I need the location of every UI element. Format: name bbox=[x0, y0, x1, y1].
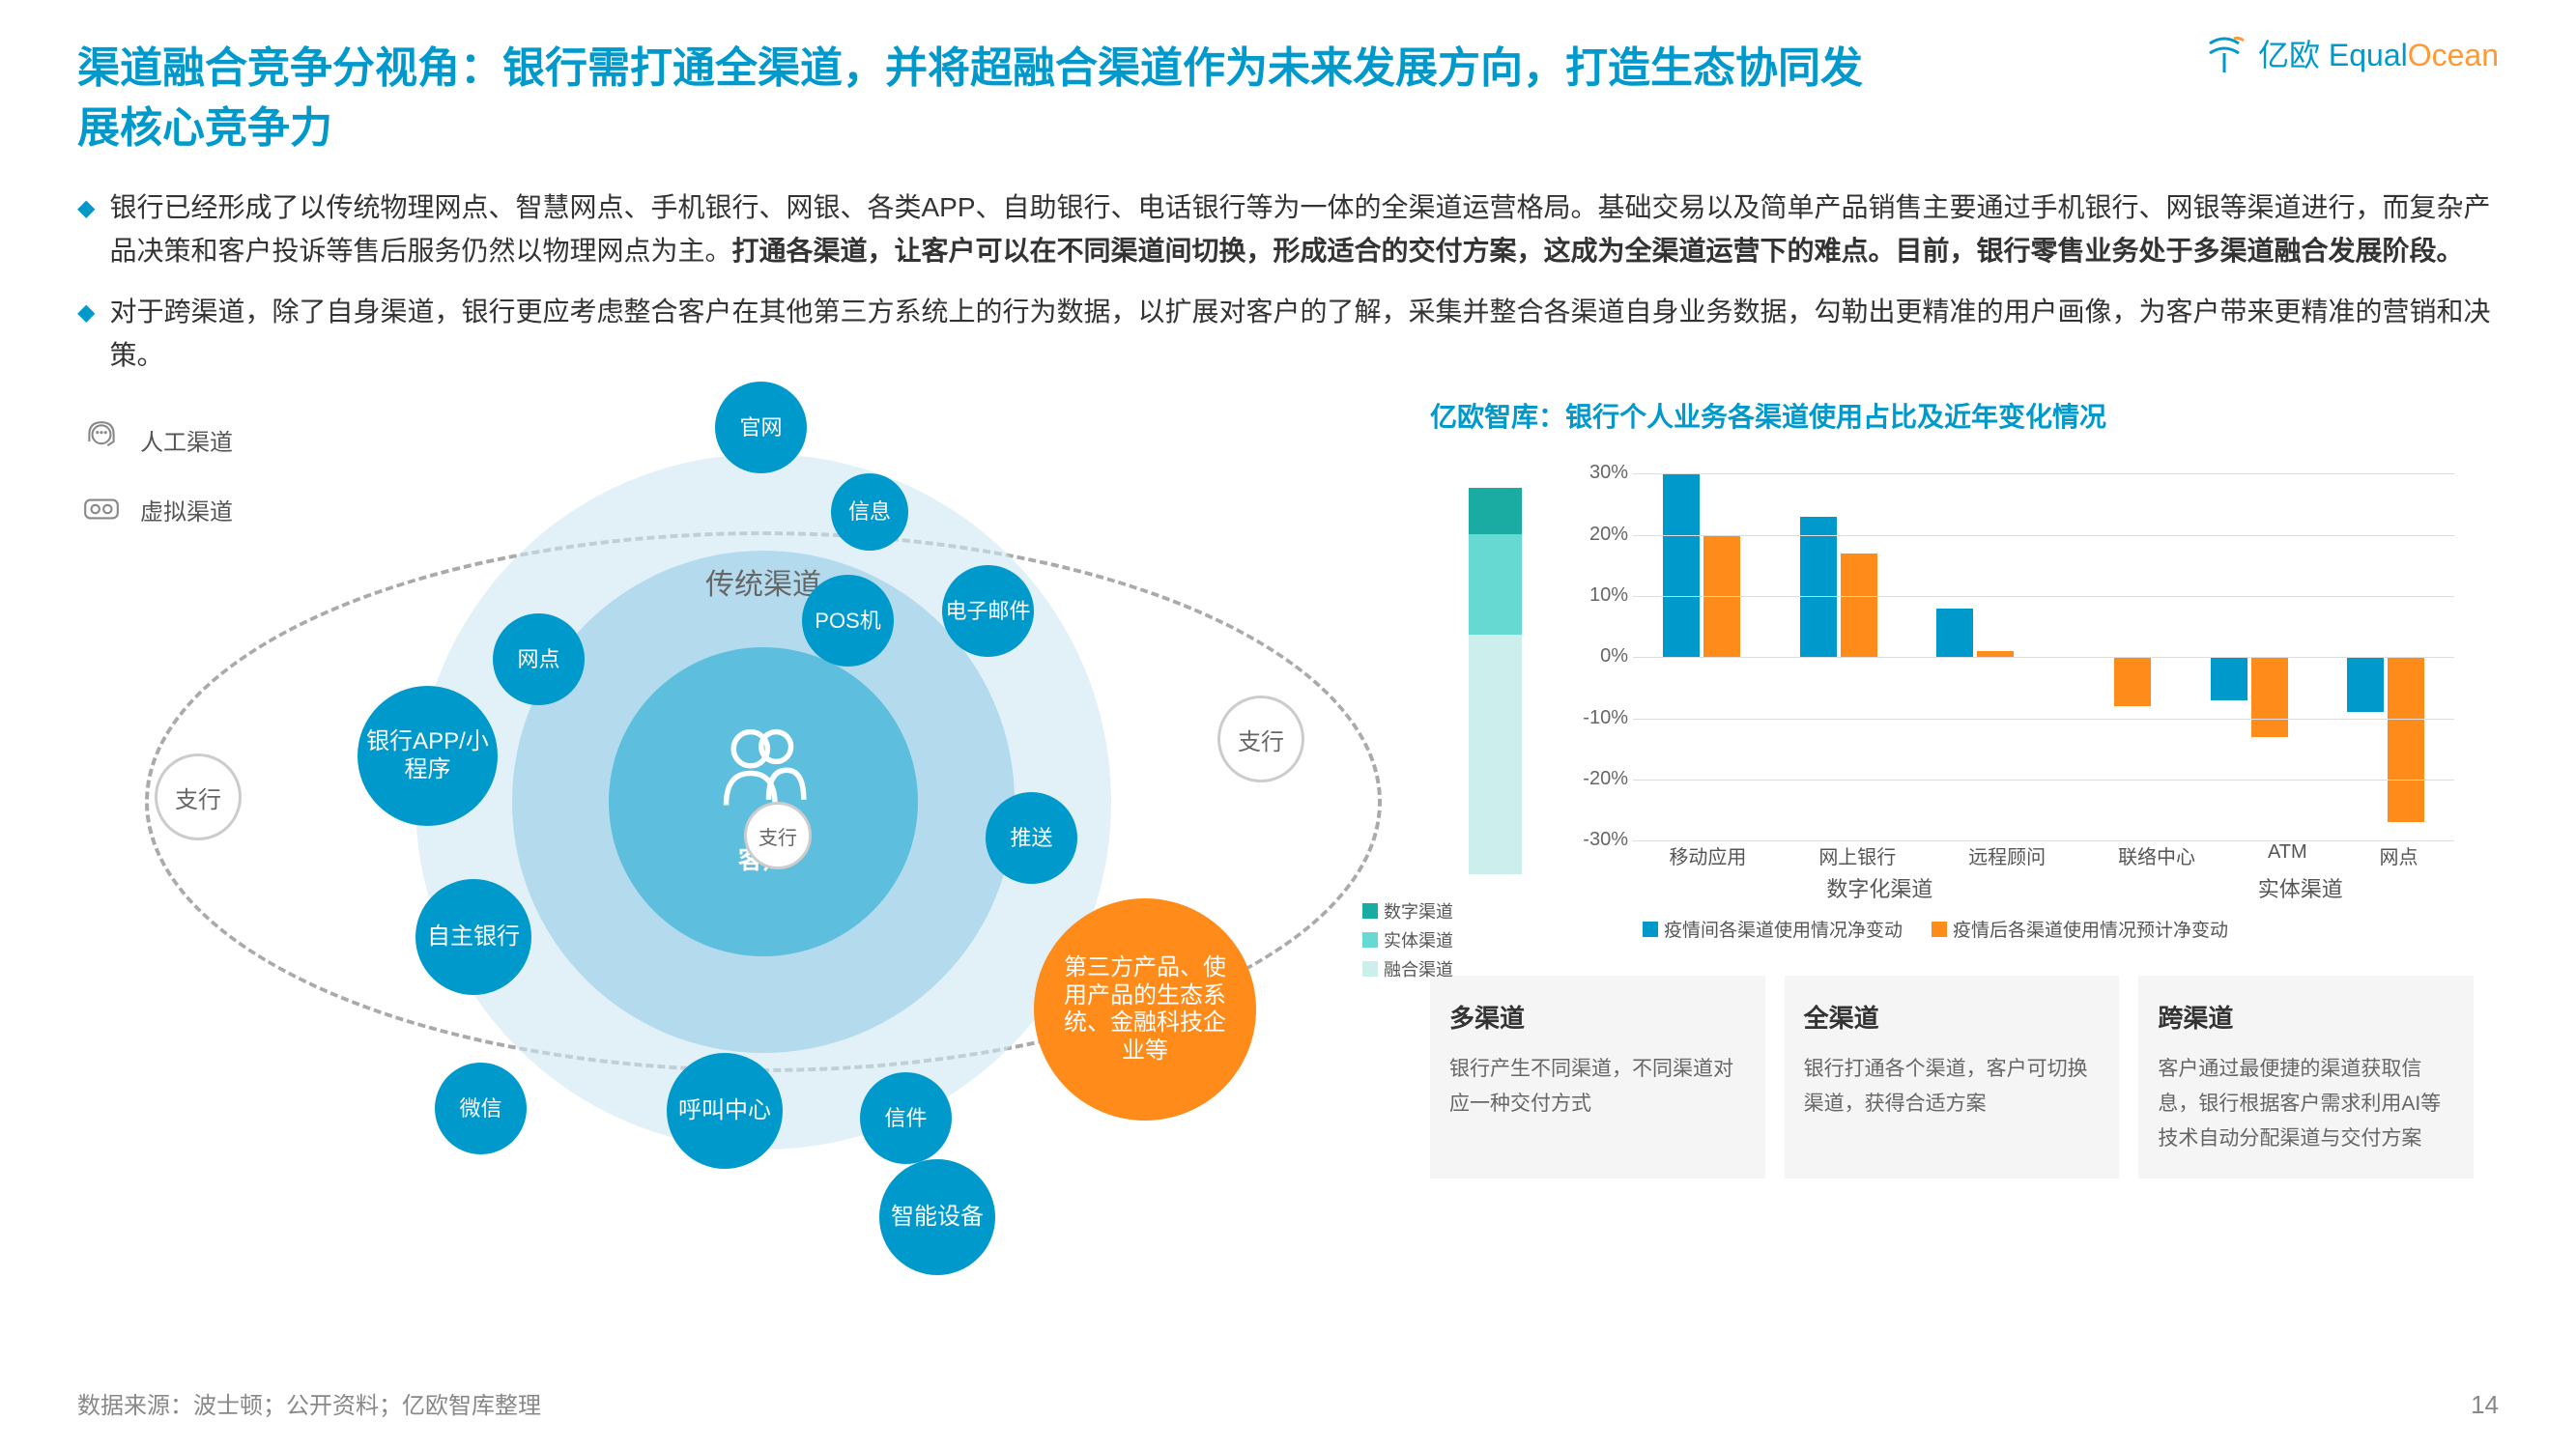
bar bbox=[1936, 609, 1973, 658]
diagram-legend: 人工渠道 虚拟渠道 bbox=[77, 415, 233, 554]
stack-legend: 数字渠道实体渠道融合渠道 bbox=[1362, 898, 1556, 985]
stack-legend-item: 实体渠道 bbox=[1362, 927, 1556, 952]
bar bbox=[2347, 657, 2384, 712]
card-header: 多渠道 bbox=[1449, 999, 1746, 1035]
bullet-item: ◆银行已经形成了以传统物理网点、智慧网点、手机银行、网银、各类APP、自助银行、… bbox=[77, 186, 2499, 273]
y-tick: -10% bbox=[1575, 707, 1628, 729]
x-label: 网点 bbox=[2380, 841, 2419, 869]
bar bbox=[1800, 517, 1837, 658]
channel-card: 跨渠道客户通过最便捷的渠道获取信息，银行根据客户需求利用AI等技术自动分配渠道与… bbox=[2138, 976, 2474, 1179]
bullet-list: ◆银行已经形成了以传统物理网点、智慧网点、手机银行、网银、各类APP、自助银行、… bbox=[77, 186, 2499, 377]
stack-legend-item: 数字渠道 bbox=[1362, 898, 1556, 923]
main-content: 人工渠道 虚拟渠道 传统渠道 客户 官网信息POS机电子邮件网点银行APP/小程… bbox=[77, 396, 2499, 1314]
branch-node: 支行 bbox=[1217, 696, 1304, 782]
bar bbox=[2251, 657, 2288, 736]
y-tick: -20% bbox=[1575, 768, 1628, 790]
bar bbox=[1663, 473, 1700, 657]
headset-icon bbox=[77, 415, 126, 464]
x-label: 网上银行 bbox=[1818, 841, 1896, 869]
card-header: 全渠道 bbox=[1804, 999, 2101, 1035]
group-label-digital: 数字化渠道 bbox=[1826, 872, 1932, 903]
branch-node: 支行 bbox=[155, 753, 242, 840]
bar bbox=[2211, 657, 2247, 699]
chart-panel: 亿欧智库：银行个人业务各渠道使用占比及近年变化情况 数字渠道实体渠道融合渠道 3… bbox=[1430, 396, 2474, 1314]
channel-bubble: 银行APP/小程序 bbox=[358, 686, 498, 826]
channel-bubble: 微信 bbox=[435, 1063, 527, 1154]
channel-bubble: 网点 bbox=[493, 613, 585, 705]
ring-diagram: 传统渠道 客户 官网信息POS机电子邮件网点银行APP/小程序自主银行推送微信呼… bbox=[232, 367, 1295, 1236]
card-body: 客户通过最便捷的渠道获取信息，银行根据客户需求利用AI等技术自动分配渠道与交付方… bbox=[2158, 1052, 2454, 1155]
vr-icon bbox=[77, 485, 126, 533]
chart-legend: 疫情间各渠道使用情况净变动 疫情后各渠道使用情况预计净变动 bbox=[1643, 916, 2228, 942]
page-number: 14 bbox=[2471, 1390, 2499, 1420]
stack-segment bbox=[1469, 534, 1522, 635]
page-title: 渠道融合竞争分视角：银行需打通全渠道，并将超融合渠道作为未来发展方向，打造生态协… bbox=[77, 39, 1865, 157]
channel-bubble: 自主银行 bbox=[415, 879, 531, 995]
slide: 亿欧 EqualOcean 渠道融合竞争分视角：银行需打通全渠道，并将超融合渠道… bbox=[0, 0, 2576, 1449]
y-tick: 30% bbox=[1575, 462, 1628, 484]
bar bbox=[1841, 554, 1877, 658]
channel-card: 多渠道银行产生不同渠道，不同渠道对应一种交付方式 bbox=[1430, 976, 1765, 1179]
branch-node: 支行 bbox=[744, 802, 812, 869]
channel-bubble: 呼叫中心 bbox=[667, 1053, 783, 1169]
diagram-panel: 人工渠道 虚拟渠道 传统渠道 客户 官网信息POS机电子邮件网点银行APP/小程… bbox=[77, 396, 1391, 1314]
footer-source: 数据来源：波士顿；公开资料；亿欧智库整理 bbox=[77, 1386, 541, 1420]
card-body: 银行打通各个渠道，客户可切换渠道，获得合适方案 bbox=[1804, 1052, 2101, 1121]
logo-text: 亿欧 EqualOcean bbox=[2258, 31, 2499, 75]
y-tick: -30% bbox=[1575, 829, 1628, 851]
chart-title: 亿欧智库：银行个人业务各渠道使用占比及近年变化情况 bbox=[1430, 396, 2474, 435]
channel-bubble: 推送 bbox=[986, 792, 1077, 884]
logo: 亿欧 EqualOcean bbox=[2200, 29, 2499, 77]
bullet-item: ◆对于跨渠道，除了自身渠道，银行更应考虑整合客户在其他第三方系统上的行为数据，以… bbox=[77, 291, 2499, 378]
channel-card: 全渠道银行打通各个渠道，客户可切换渠道，获得合适方案 bbox=[1785, 976, 2120, 1179]
diamond-icon: ◆ bbox=[77, 190, 95, 273]
stack-segment bbox=[1469, 635, 1522, 874]
bar-chart: 30% 20% 10% 0% -10% -20% -30% 移动应用 网上银行 远程顾问 联络中心… bbox=[1575, 454, 2474, 918]
card-header: 跨渠道 bbox=[2158, 999, 2454, 1035]
x-label: ATM bbox=[2268, 841, 2307, 869]
orange-bubble: 第三方产品、使用产品的生态系统、金融科技企业等 bbox=[1034, 898, 1256, 1121]
bar bbox=[2114, 657, 2151, 706]
card-body: 银行产生不同渠道，不同渠道对应一种交付方式 bbox=[1449, 1052, 1746, 1121]
group-label-physical: 实体渠道 bbox=[2258, 872, 2343, 903]
x-label: 联络中心 bbox=[2118, 841, 2195, 869]
logo-icon bbox=[2200, 29, 2248, 77]
x-label: 远程顾问 bbox=[1968, 841, 2046, 869]
chart-area: 数字渠道实体渠道融合渠道 30% 20% 10% 0% -10% -20% -30% 移动应… bbox=[1430, 454, 2474, 918]
channel-bubble: 智能设备 bbox=[879, 1159, 995, 1275]
x-label: 移动应用 bbox=[1669, 841, 1746, 869]
channel-bubble: 信息 bbox=[831, 473, 908, 551]
cards-row: 多渠道银行产生不同渠道，不同渠道对应一种交付方式全渠道银行打通各个渠道，客户可切… bbox=[1430, 976, 2474, 1179]
y-tick: 20% bbox=[1575, 524, 1628, 546]
channel-bubble: 电子邮件 bbox=[942, 565, 1034, 657]
bar bbox=[2388, 657, 2424, 822]
stacked-bar: 数字渠道实体渠道融合渠道 bbox=[1430, 454, 1556, 918]
stack-legend-item: 融合渠道 bbox=[1362, 956, 1556, 981]
diamond-icon: ◆ bbox=[77, 295, 95, 378]
y-tick: 0% bbox=[1575, 645, 1628, 668]
y-tick: 10% bbox=[1575, 584, 1628, 607]
channel-bubble: POS机 bbox=[802, 575, 894, 667]
channel-bubble: 官网 bbox=[715, 382, 807, 473]
stack-segment bbox=[1469, 488, 1522, 534]
channel-bubble: 信件 bbox=[860, 1072, 952, 1164]
